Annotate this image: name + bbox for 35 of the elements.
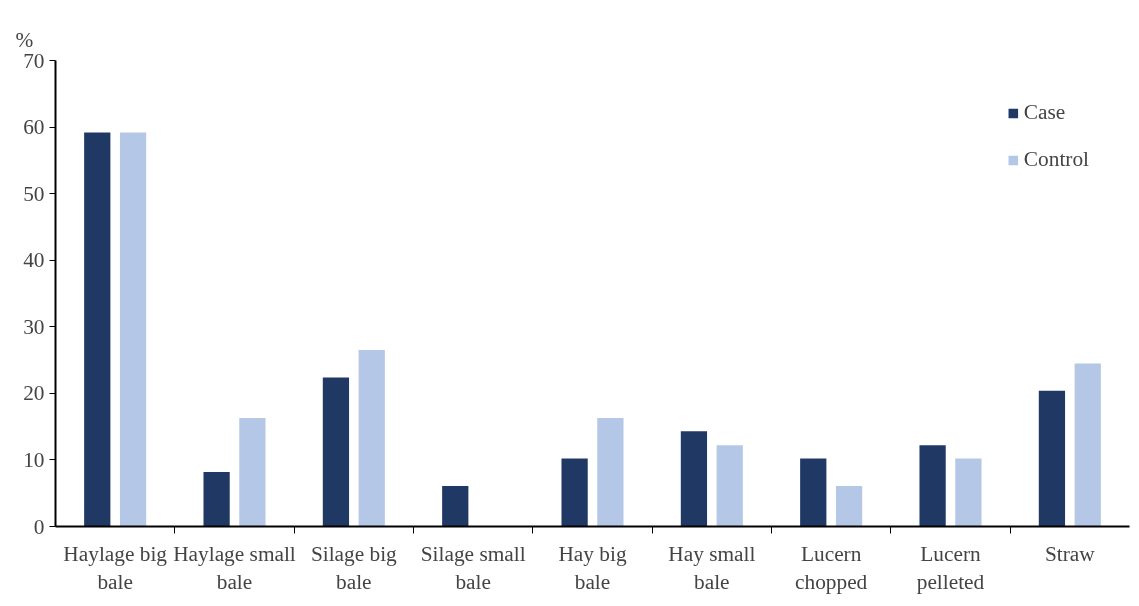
bar: [561, 458, 588, 527]
bar: [1074, 363, 1101, 527]
legend-label: Case: [1023, 100, 1066, 125]
y-tick-label: 30: [23, 314, 45, 339]
x-tick-label: Hay small bale: [668, 541, 756, 595]
bar: [322, 377, 350, 527]
bar: [1038, 390, 1066, 527]
legend-label: Control: [1023, 147, 1089, 172]
bar: [835, 485, 863, 527]
x-tick-label: Straw: [1044, 541, 1096, 566]
x-tick-label: Haylage small bale: [173, 541, 296, 595]
bar: [119, 132, 147, 527]
y-tick-label: 50: [23, 181, 45, 206]
x-tick-label: Haylage big bale: [63, 541, 168, 595]
x-tick-label: Silage big bale: [310, 541, 398, 595]
y-tick-label: 20: [23, 381, 45, 406]
bar: [680, 431, 708, 527]
bar: [800, 458, 827, 527]
bar: [955, 458, 982, 527]
bar: [597, 417, 624, 527]
x-tick-label: Lucern chopped: [795, 541, 868, 595]
bar: [442, 485, 469, 527]
bar: [716, 445, 743, 527]
y-tick-label: 60: [23, 115, 45, 140]
bar: [84, 132, 111, 527]
y-tick-label: 10: [23, 447, 45, 472]
y-tick-label: 0: [33, 514, 45, 539]
x-tick-label: Silage small bale: [420, 541, 526, 595]
x-tick-label: Hay big bale: [558, 541, 627, 595]
bar: [358, 350, 385, 527]
bar: [203, 471, 230, 527]
y-tick-label: 40: [23, 248, 45, 273]
x-tick-label: Lucern pelleted: [916, 541, 985, 595]
bar: [239, 417, 266, 527]
bar: [919, 445, 946, 527]
